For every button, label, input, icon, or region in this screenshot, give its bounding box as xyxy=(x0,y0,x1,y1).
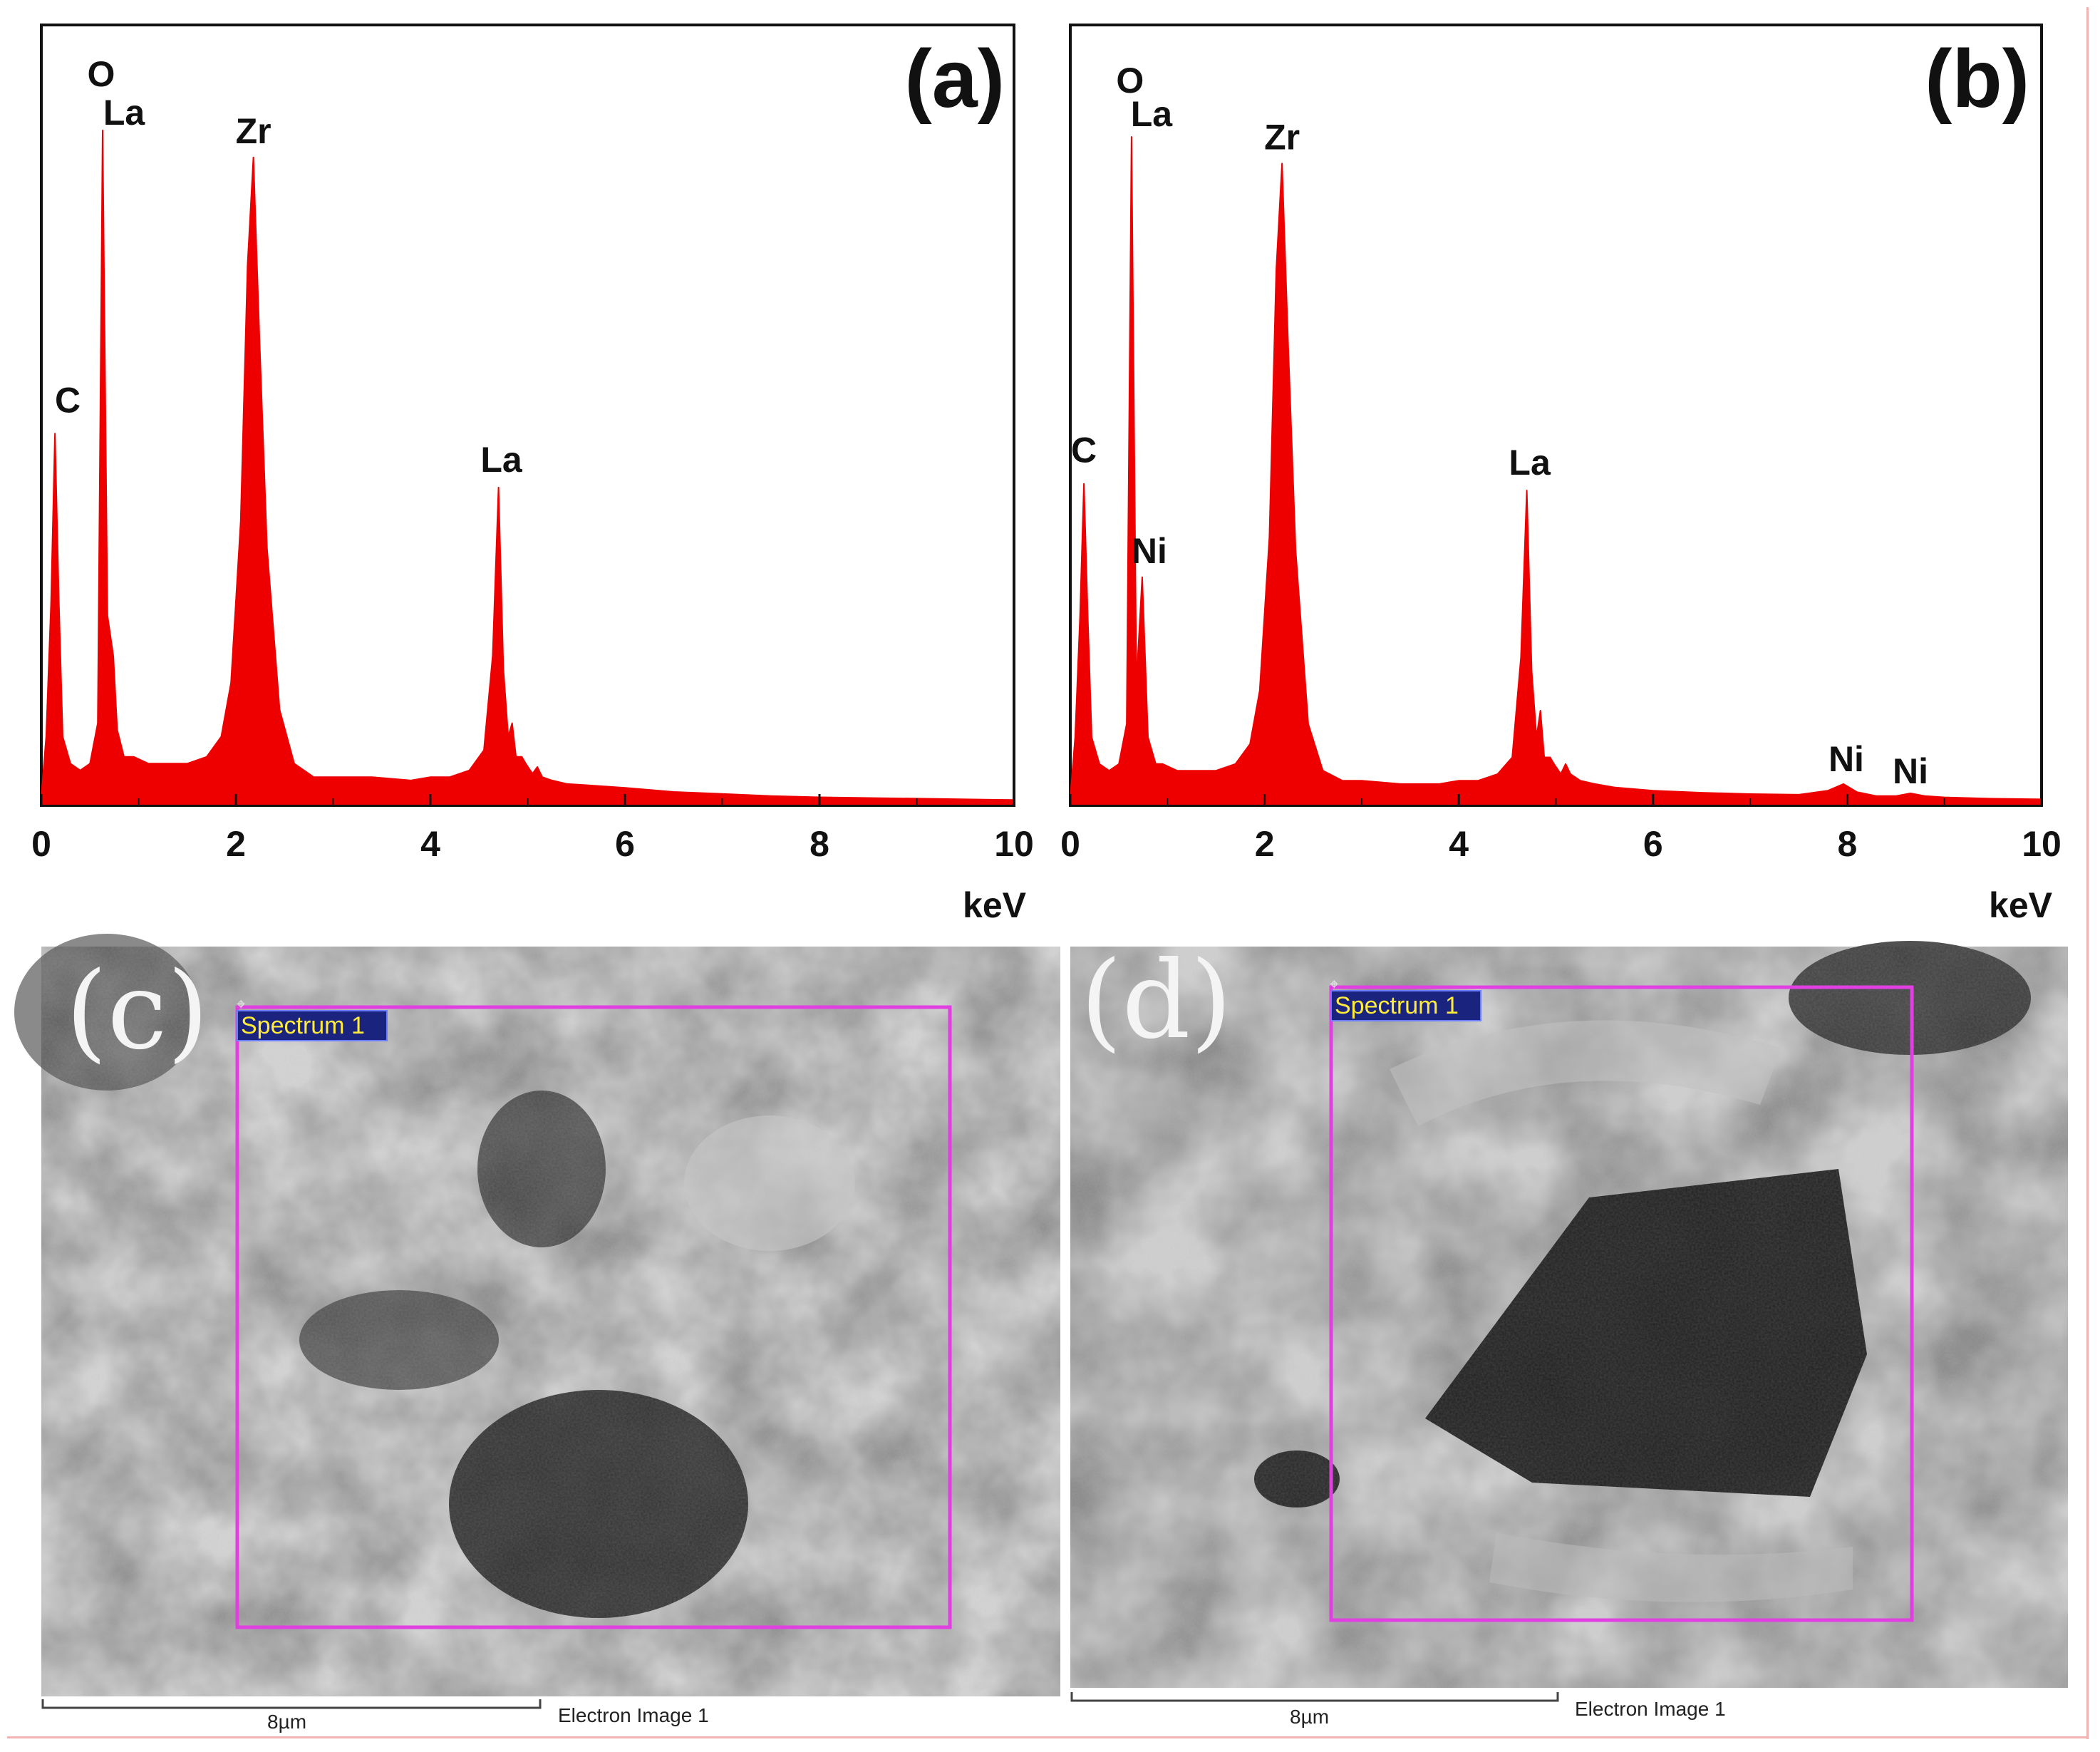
crosshair-icon: ⌖ xyxy=(1330,976,1338,994)
spectrum-area xyxy=(41,130,1015,805)
spectrum-area xyxy=(1070,136,2042,805)
peak-label: C xyxy=(1071,431,1097,470)
plot-frame xyxy=(1069,24,2043,807)
page-edge-bottom xyxy=(7,1736,2088,1738)
crosshair-icon: ⌖ xyxy=(237,996,245,1014)
x-tick-label: 0 xyxy=(31,824,51,864)
spectrum-series-b xyxy=(1070,136,2042,805)
spectrum-tag-label: Spectrum 1 xyxy=(1335,992,1459,1019)
peak-label: La xyxy=(103,93,146,133)
scale-bar-d: 8µm Electron Image 1 xyxy=(1070,1692,1726,1728)
sem-image-d: (d) Spectrum 1 ⌖ 8µm Electron Image 1 xyxy=(1070,939,2068,1728)
x-tick-label: 6 xyxy=(1643,824,1663,864)
scale-bar-line xyxy=(41,1699,542,1709)
x-tick-label: 10 xyxy=(2022,824,2062,864)
x-ticks-a: 0 2 4 6 8 10 xyxy=(31,794,1034,864)
x-tick-label: 8 xyxy=(1837,824,1857,864)
sem-noise xyxy=(1070,947,2068,1688)
peak-label: La xyxy=(1509,443,1551,483)
x-ticks-b: 0 2 4 6 8 10 xyxy=(1060,794,2062,864)
x-tick-label: 4 xyxy=(1449,824,1469,864)
x-tick-label: 0 xyxy=(1060,824,1080,864)
plot-frame xyxy=(40,24,1015,807)
peak-label: O xyxy=(1116,61,1144,101)
electron-image-label: Electron Image 1 xyxy=(558,1704,709,1726)
panel-label-c: (c) xyxy=(66,949,209,1073)
sem-noise xyxy=(41,947,1060,1696)
x-tick-label: 10 xyxy=(994,824,1034,864)
spectrum-tag-d[interactable]: Spectrum 1 xyxy=(1330,990,1481,1021)
scale-bar-line xyxy=(1070,1692,1559,1702)
x-tick-label: 6 xyxy=(615,824,635,864)
peak-label: Zr xyxy=(236,111,271,151)
peak-label: Ni xyxy=(1132,531,1167,571)
spectrum-tag-bg xyxy=(1330,990,1481,1021)
page-edge-right xyxy=(2086,7,2089,1739)
spectrum-tag-bg xyxy=(237,1010,388,1041)
panel-label-d: (d) xyxy=(1080,939,1232,1063)
peak-label: Ni xyxy=(1893,751,1928,791)
peak-label: O xyxy=(88,54,115,94)
x-axis-unit: keV xyxy=(963,885,1027,925)
spectrum-selection-box[interactable] xyxy=(1329,985,1914,1622)
peak-label: C xyxy=(55,380,81,420)
peak-label: Ni xyxy=(1829,739,1864,779)
scale-bar-label: 8µm xyxy=(267,1711,306,1733)
peak-label: La xyxy=(1131,94,1174,134)
spectrum-tag-label: Spectrum 1 xyxy=(241,1012,365,1039)
electron-image-label: Electron Image 1 xyxy=(1575,1698,1726,1720)
peak-label: La xyxy=(480,440,523,480)
panel-label-b: (b) xyxy=(1925,34,2029,125)
x-tick-label: 8 xyxy=(810,824,829,864)
x-tick-label: 2 xyxy=(226,824,246,864)
scale-bar-label: 8µm xyxy=(1290,1706,1329,1728)
sem-image-c: (c) Spectrum 1 ⌖ 8µm Electron Image 1 xyxy=(14,934,1060,1733)
spectrum-selection-box[interactable] xyxy=(235,1005,952,1629)
x-tick-label: 4 xyxy=(420,824,440,864)
x-axis-unit: keV xyxy=(1989,885,2053,925)
spectrum-series-a xyxy=(41,130,1015,805)
panel-label-a: (a) xyxy=(904,34,1005,125)
scale-bar-c: 8µm Electron Image 1 xyxy=(41,1699,709,1733)
peak-label: Zr xyxy=(1264,117,1300,157)
x-tick-label: 2 xyxy=(1255,824,1275,864)
spectrum-tag-c[interactable]: Spectrum 1 xyxy=(237,1010,388,1041)
